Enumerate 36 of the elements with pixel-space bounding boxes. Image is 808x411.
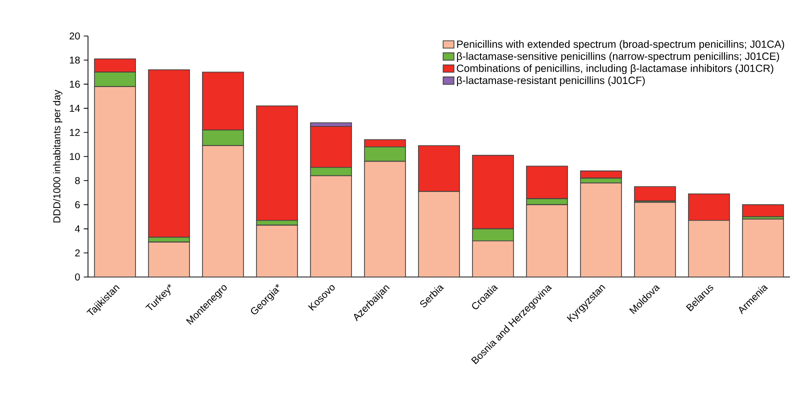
y-axis-title: DDD/1000 inhabitants per day: [53, 90, 62, 222]
bar: [580, 182, 622, 277]
y-tick-label: 0: [75, 273, 80, 281]
bar: [472, 240, 514, 277]
bar: [526, 204, 568, 277]
y-tick-label: 8: [75, 177, 80, 184]
bar: [580, 170, 622, 179]
y-tick-label: 10: [70, 152, 80, 160]
bar: [742, 218, 784, 277]
bar: [742, 204, 784, 218]
bar: [202, 145, 244, 277]
bar: [148, 242, 190, 277]
bar: [364, 160, 406, 277]
y-tick-label: 16: [70, 80, 80, 88]
bar: [148, 69, 190, 238]
bar: [256, 224, 298, 277]
bar: [634, 202, 676, 277]
bar: [418, 145, 460, 192]
bar: [634, 186, 676, 202]
bar: [256, 105, 298, 221]
bar: [310, 175, 352, 277]
y-tick-label: 20: [70, 32, 80, 40]
bar: [688, 220, 730, 277]
bar: [688, 193, 730, 221]
legend-label: Penicillins with extended spectrum (broad-spectrum penicillins; J01CA): [457, 40, 784, 50]
legend-label: Combinations of penicillins, including β-lactamase inhibitors (J01CR): [456, 64, 774, 74]
y-tick-label: 6: [75, 201, 80, 208]
bar: [94, 86, 136, 277]
y-tick-label: 14: [70, 104, 80, 112]
y-tick-label: 12: [70, 128, 80, 136]
legend-label: β-lactamase-sensitive penicillins (narrow-spectrum penicillins; J01CE): [457, 52, 780, 62]
y-tick-label: 18: [70, 56, 80, 64]
y-tick-label: 4: [74, 225, 80, 232]
legend-label: β-lactamase-resistant penicillins (J01CF): [457, 76, 645, 86]
bar: [418, 191, 460, 277]
y-tick-label: 2: [75, 249, 80, 256]
